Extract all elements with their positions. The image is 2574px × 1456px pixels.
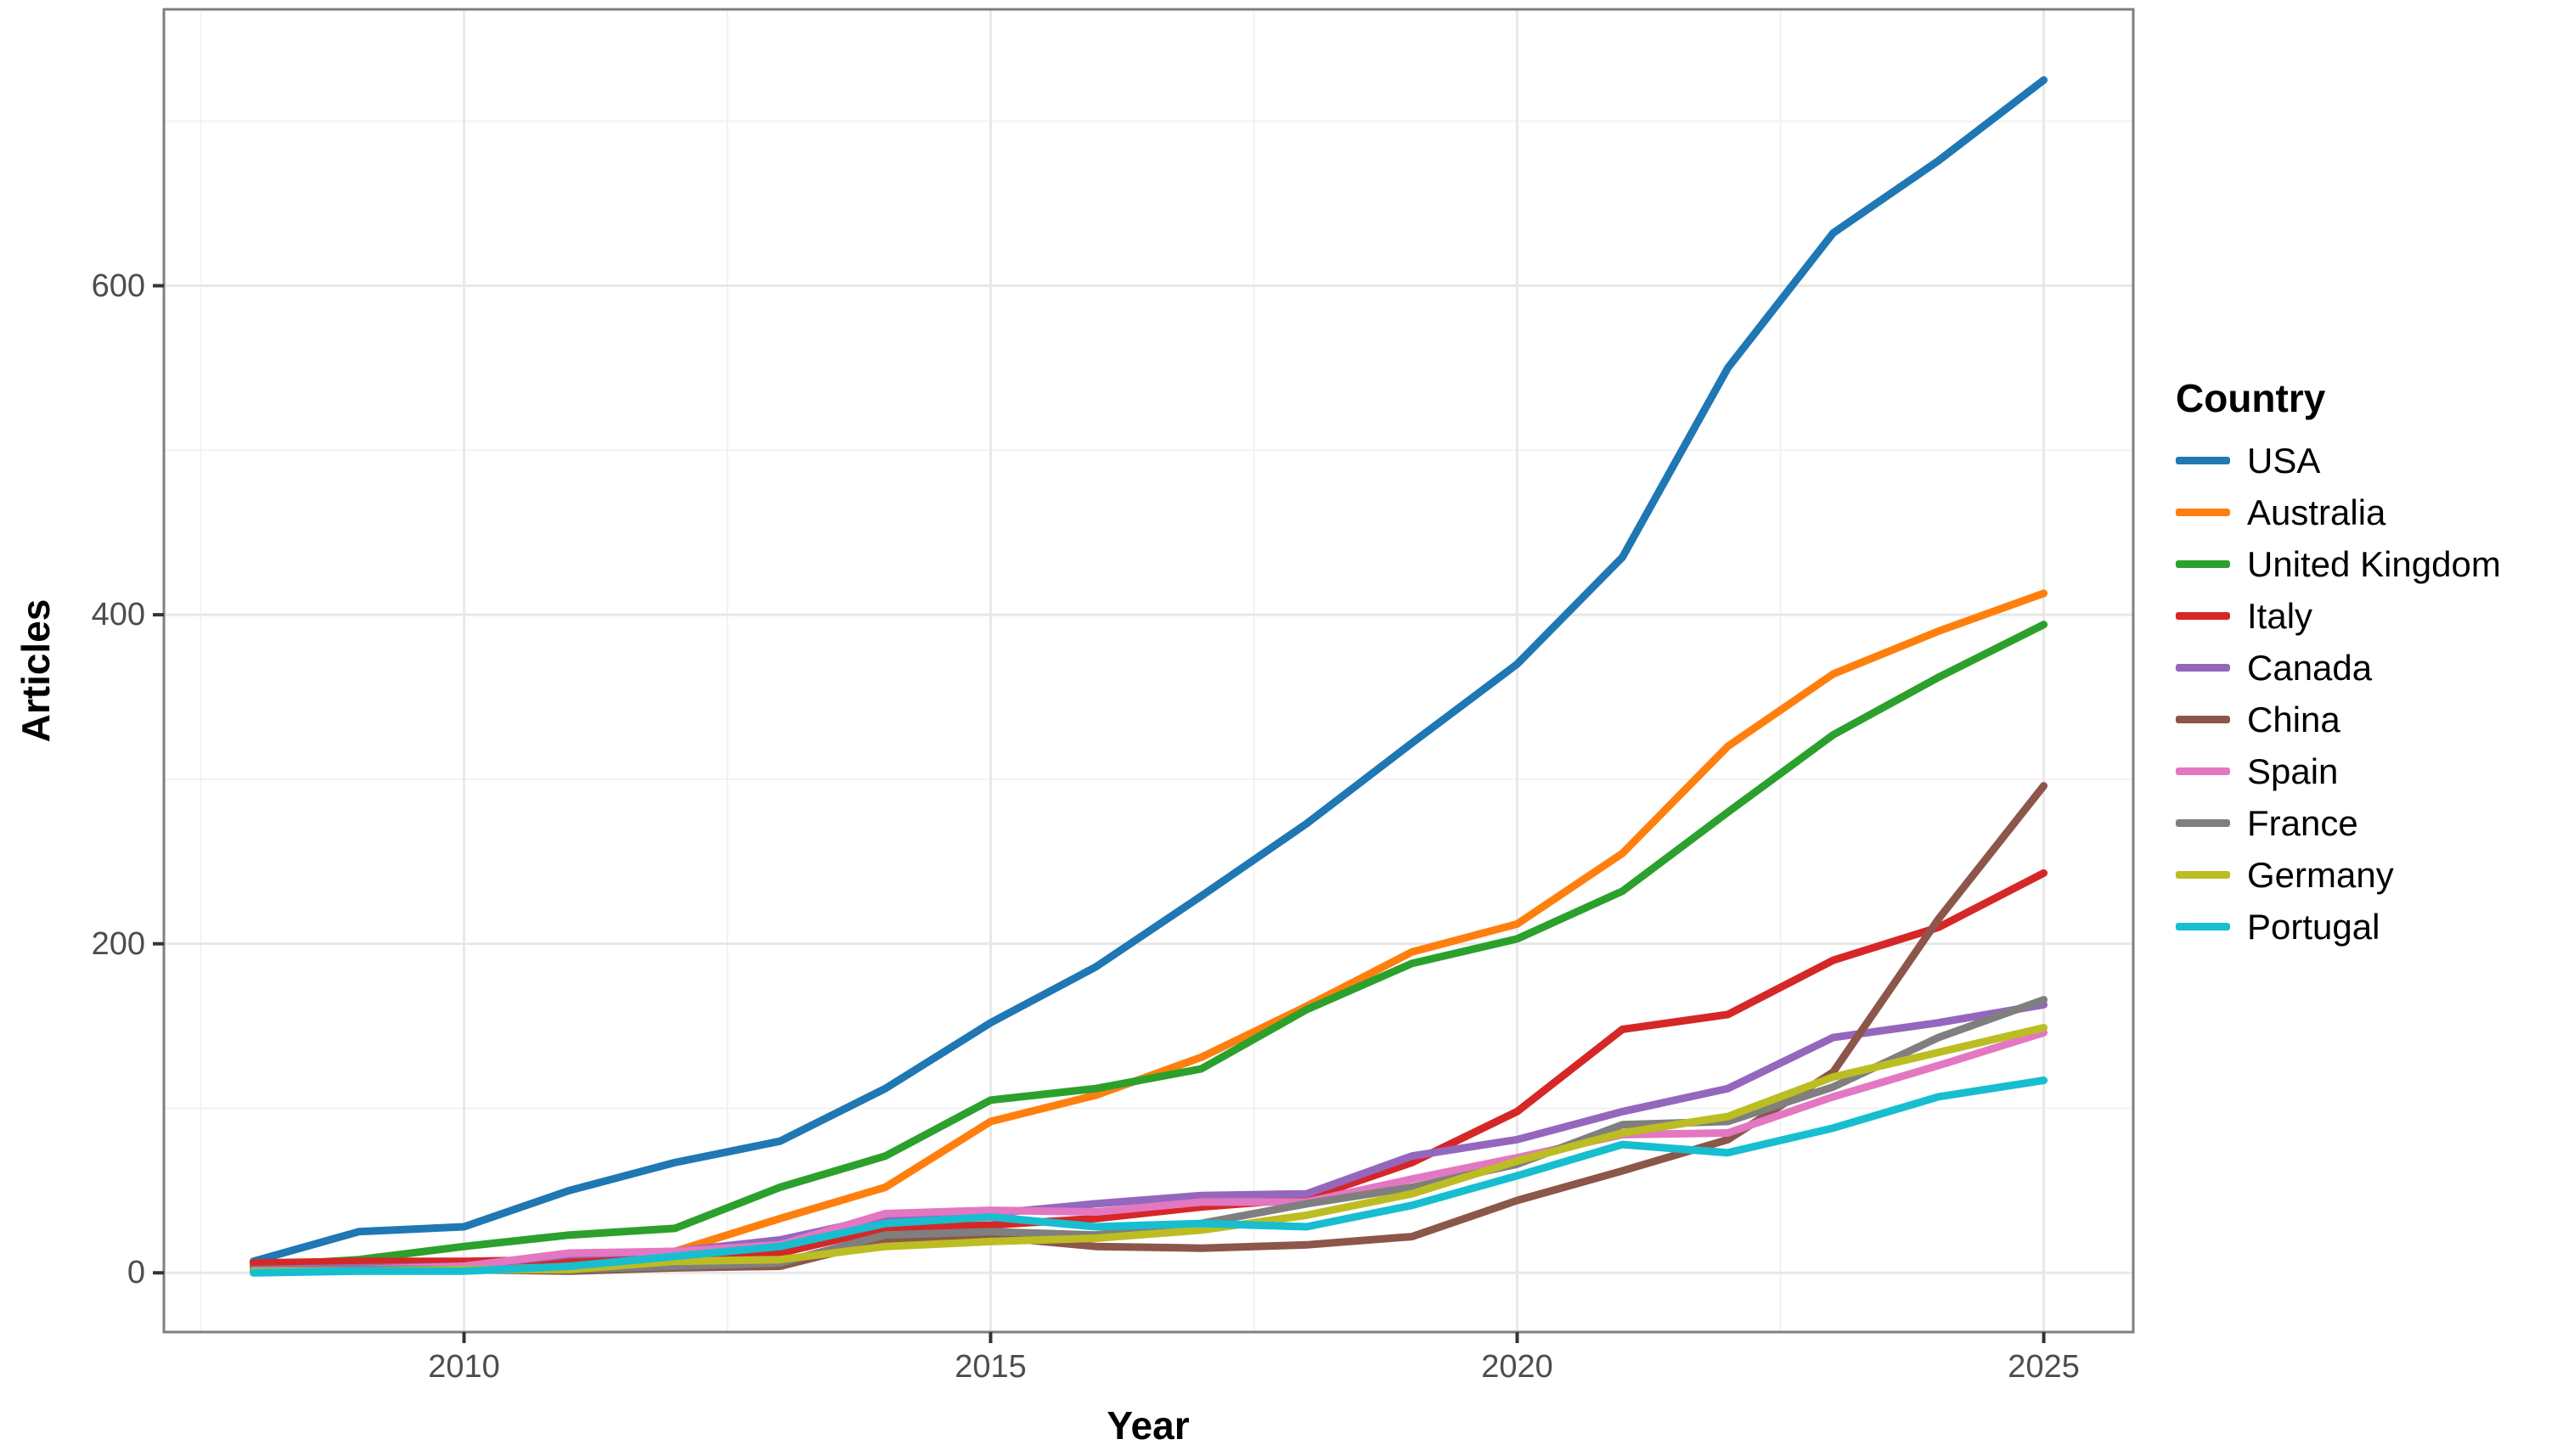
legend-line-swatch [2176, 819, 2230, 827]
legend-item-canada: Canada [2176, 642, 2501, 694]
series-line-spain [249, 1028, 2048, 1275]
legend: Country USA Australia United Kingdom Italy C… [2176, 375, 2501, 953]
legend-item-portugal: Portugal [2176, 901, 2501, 953]
legend-label: Germany [2247, 854, 2394, 895]
legend-label: United Kingdom [2247, 543, 2501, 584]
legend-label: Australia [2247, 492, 2386, 532]
legend-item-usa: USA [2176, 435, 2501, 486]
series-line-usa [249, 76, 2048, 1266]
legend-item-united-kingdom: United Kingdom [2176, 538, 2501, 590]
legend-label: USA [2247, 440, 2321, 481]
y-tick-label: 200 [91, 925, 145, 962]
x-tick-label: 2010 [428, 1349, 500, 1385]
legend-label: Portugal [2247, 906, 2380, 947]
legend-item-italy: Italy [2176, 590, 2501, 642]
legend-label: China [2247, 699, 2340, 739]
legend-line-swatch [2176, 716, 2230, 723]
x-tick-label: 2025 [2008, 1349, 2080, 1385]
legend-label: France [2247, 802, 2358, 843]
y-tick-label: 0 [127, 1255, 145, 1291]
panel-border [162, 8, 2135, 1334]
legend-title: Country [2176, 376, 2326, 420]
legend-item-france: France [2176, 797, 2501, 849]
legend-label: Spain [2247, 750, 2339, 791]
x-tick-label: 2015 [955, 1349, 1027, 1385]
y-tick-label: 400 [91, 597, 145, 633]
legend-line-swatch [2176, 923, 2230, 930]
legend-item-china: China [2176, 694, 2501, 745]
legend-label: Canada [2247, 647, 2373, 688]
y-axis-title: Articles [14, 599, 58, 743]
x-axis-title: Year [1107, 1403, 1190, 1448]
legend-label: Italy [2247, 595, 2313, 636]
legend-line-swatch [2176, 664, 2230, 672]
legend-line-swatch [2176, 560, 2230, 568]
legend-item-germany: Germany [2176, 849, 2501, 901]
legend-line-swatch [2176, 871, 2230, 879]
legend-line-swatch [2176, 612, 2230, 620]
x-tick-label: 2020 [1481, 1349, 1553, 1385]
legend-items: USA Australia United Kingdom Italy Canada Chi… [2176, 435, 2501, 953]
legend-item-spain: Spain [2176, 745, 2501, 797]
legend-item-australia: Australia [2176, 486, 2501, 538]
legend-line-swatch [2176, 509, 2230, 516]
legend-line-swatch [2176, 457, 2230, 464]
series-line-united-kingdom [249, 621, 2048, 1270]
legend-line-swatch [2176, 767, 2230, 775]
series-line-portugal [249, 1077, 2048, 1277]
y-tick-label: 600 [91, 267, 145, 304]
